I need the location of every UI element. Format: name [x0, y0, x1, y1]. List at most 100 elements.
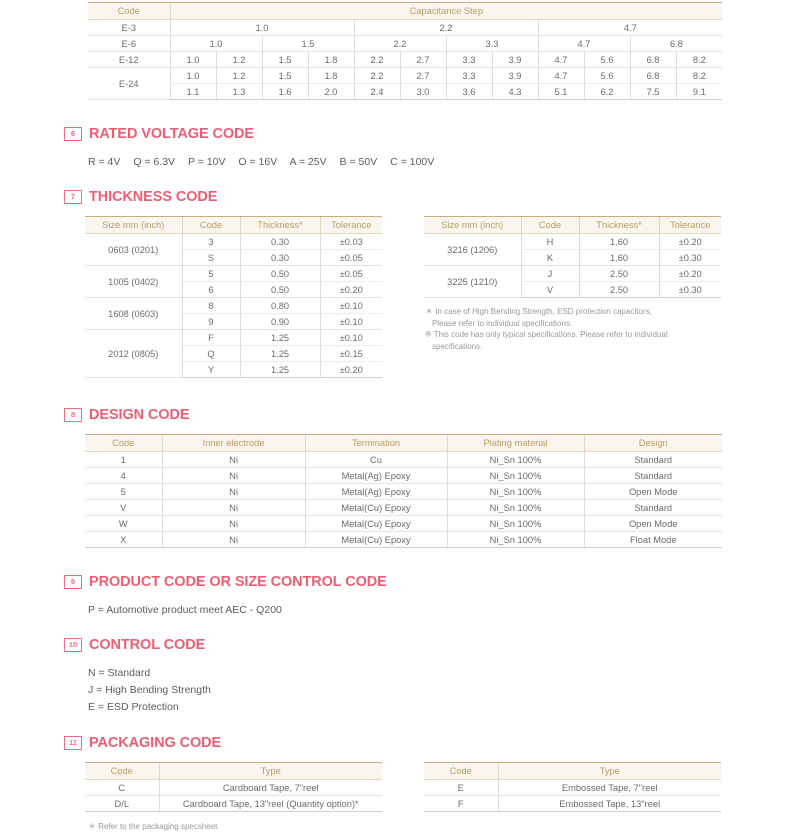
cap-cell: 9.1: [675, 83, 723, 100]
table-header-row: Size mm (inch) Code Thickness* Tolerance: [85, 216, 382, 234]
col-header-code: Code: [520, 216, 579, 234]
table-row: 3216 (1206) H 1.60 ±0.20: [424, 233, 721, 266]
footnote-reference-line2: specifications.: [432, 341, 483, 351]
col-header-code: Code: [88, 2, 170, 20]
section-title: DESIGN CODE: [89, 407, 190, 423]
table-row: F Embossed Tape, 13"reel: [424, 795, 721, 812]
table-row: Y 1.25 ±0.20: [85, 361, 382, 378]
table-row: 2012 (0805) F 1.25 ±0.10: [85, 329, 382, 378]
type-cell: Embossed Tape, 13"reel: [497, 795, 721, 812]
termination-cell: Metal(Ag) Epoxy: [304, 467, 447, 484]
tolerance-cell: ±0.05: [319, 249, 382, 266]
thickness-table-right: Size mm (inch) Code Thickness* Tolerance…: [424, 216, 721, 298]
packaging-footnote: ＊ Refer to the packaging specsheet: [88, 822, 218, 831]
table-header-row: Code Inner electrode Termination Plating…: [85, 434, 722, 452]
table-row-e6: E-6 1.0 1.5 2.2 3.3 4.7 6.8: [88, 35, 723, 52]
footnote-reference-line1: ※ This code has only typical specificati…: [425, 330, 668, 340]
col-header-size: Size mm (inch): [85, 216, 182, 234]
section-number-badge: 9: [64, 575, 82, 589]
section-title: CONTROL CODE: [89, 637, 206, 653]
design-cell: Open Mode: [583, 515, 722, 532]
footnote-asterisk-line1: ＊ In case of High Bending Strength, ESD …: [425, 307, 652, 316]
table-row: V Ni Metal(Cu) Epoxy Ni_Sn 100% Standard: [85, 499, 722, 516]
size-cell: 2012 (0805): [85, 329, 182, 378]
inner-electrode-cell: Ni: [161, 451, 305, 468]
size-cell: 0603 (0201): [85, 233, 182, 266]
cap-cell: 1.0: [169, 19, 354, 36]
cap-cell: 1.2: [215, 67, 262, 84]
col-header-tolerance: Tolerance: [658, 216, 721, 234]
table-row: K 1.60 ±0.30: [424, 249, 721, 266]
termination-cell: Cu: [304, 451, 447, 468]
tolerance-cell: ±0.15: [319, 345, 382, 362]
tolerance-cell: ±0.20: [319, 281, 382, 298]
code-cell: Y: [181, 361, 240, 378]
thickness-table-left-wrap: Size mm (inch) Code Thickness* Tolerance…: [85, 216, 382, 378]
col-header-code: Code: [85, 434, 162, 452]
col-header-plating-material: Plating material: [446, 434, 584, 452]
table-row-e24-a: E-24 1.0 1.2 1.5 1.8 2.2 2.7 3.3 3.9 4.7…: [88, 67, 723, 100]
section-number-badge: 11: [64, 736, 82, 750]
cap-cell: 6.8: [629, 51, 676, 68]
cap-cell: 1.0: [169, 51, 216, 68]
code-cell: J: [520, 265, 579, 282]
tolerance-cell: ±0.10: [319, 329, 382, 346]
table-header-row: Code Type: [85, 762, 382, 780]
cap-cell: 2.2: [353, 51, 400, 68]
section-heading-product-code: 9 PRODUCT CODE OR SIZE CONTROL CODE: [64, 574, 387, 590]
cap-cell: 4.7: [537, 19, 723, 36]
table-row: 4 Ni Metal(Ag) Epoxy Ni_Sn 100% Standard: [85, 467, 722, 484]
col-header-type: Type: [158, 762, 382, 780]
design-cell: Standard: [583, 499, 722, 516]
rated-voltage-code-list: R = 4V Q = 6.3V P = 10V O = 16V A = 25V …: [88, 154, 444, 170]
voltage-code-item: O = 16V: [238, 156, 278, 168]
cap-cell: 3.3: [445, 51, 492, 68]
cap-cell: 2.2: [353, 67, 400, 84]
cap-cell: 5.6: [583, 51, 630, 68]
table-row: 1 Ni Cu Ni_Sn 100% Standard: [85, 451, 722, 468]
code-cell: V: [85, 499, 162, 516]
size-cell: 1005 (0402): [85, 265, 182, 298]
col-header-size: Size mm (inch): [424, 216, 521, 234]
type-cell: Cardboard Tape, 13"reel (Quantity option…: [158, 795, 382, 812]
col-header-inner-electrode: Inner electrode: [161, 434, 305, 452]
section-title: RATED VOLTAGE CODE: [89, 126, 254, 142]
section-heading-thickness: 7 THICKNESS CODE: [64, 189, 217, 205]
plating-material-cell: Ni_Sn 100%: [446, 483, 584, 500]
thickness-cell: 1.60: [578, 233, 659, 250]
row-code: E-6: [88, 35, 170, 52]
footnote-asterisk-line2: Please refer to individual specification…: [432, 318, 573, 328]
cap-cell: 1.1: [169, 83, 216, 100]
termination-cell: Metal(Cu) Epoxy: [304, 531, 447, 548]
section-number-badge: 10: [64, 638, 82, 652]
tolerance-cell: ±0.30: [658, 249, 721, 266]
plating-material-cell: Ni_Sn 100%: [446, 467, 584, 484]
section-heading-control-code: 10 CONTROL CODE: [64, 637, 205, 653]
code-cell: D/L: [85, 795, 159, 812]
col-header-code: Code: [181, 216, 240, 234]
thickness-cell: 0.90: [239, 313, 320, 330]
control-code-item: J = High Bending Strength: [88, 684, 211, 696]
thickness-cell: 0.50: [239, 281, 320, 298]
design-cell: Float Mode: [583, 531, 722, 548]
code-cell: X: [85, 531, 162, 548]
packaging-table-right: Code Type E Embossed Tape, 7"reel F Embo…: [424, 762, 721, 812]
code-cell: F: [424, 795, 498, 812]
section-heading-packaging-code: 11 PACKAGING CODE: [64, 735, 221, 751]
thickness-table-right-wrap: Size mm (inch) Code Thickness* Tolerance…: [424, 216, 721, 298]
cap-cell: 1.0: [169, 35, 262, 52]
inner-electrode-cell: Ni: [161, 483, 305, 500]
packaging-table-right-wrap: Code Type E Embossed Tape, 7"reel F Embo…: [424, 762, 721, 812]
packaging-table-left-wrap: Code Type C Cardboard Tape, 7"reel D/L C…: [85, 762, 382, 812]
cap-cell: 1.0: [169, 67, 216, 84]
cap-cell: 7.5: [629, 83, 676, 100]
thickness-cell: 0.50: [239, 265, 320, 282]
code-cell: 5: [181, 265, 240, 282]
cap-cell: 1.5: [261, 67, 308, 84]
cap-cell: 2.4: [353, 83, 400, 100]
section-number-badge: 7: [64, 190, 82, 204]
col-header-code: Code: [85, 762, 159, 780]
termination-cell: Metal(Cu) Epoxy: [304, 515, 447, 532]
thickness-table-left: Size mm (inch) Code Thickness* Tolerance…: [85, 216, 382, 378]
product-code-line: P = Automotive product meet AEC - Q200: [88, 604, 282, 616]
